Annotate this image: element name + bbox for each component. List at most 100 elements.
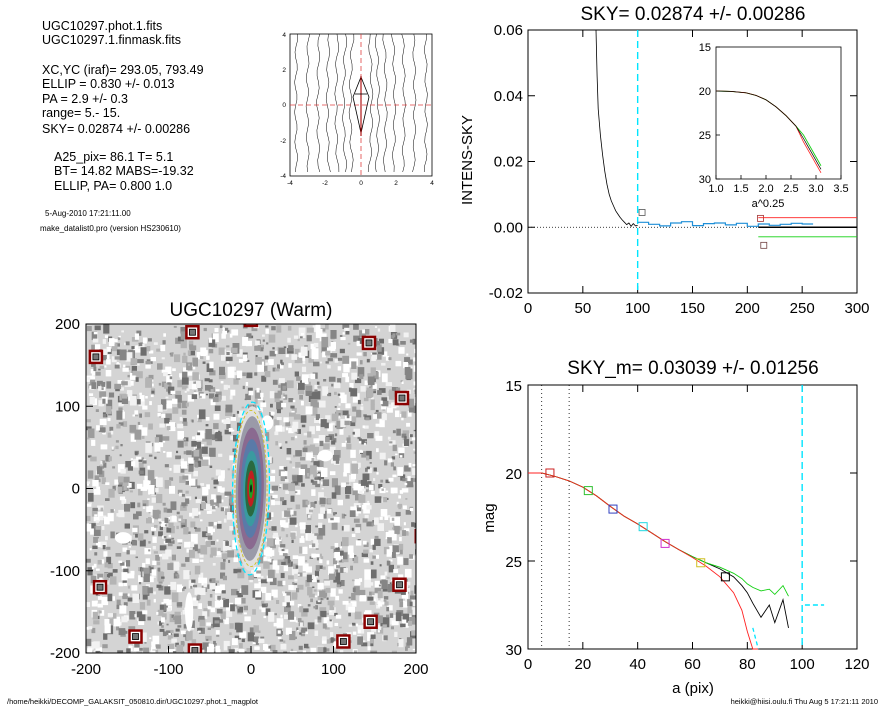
noise-pixel (109, 576, 117, 585)
noise-pixel (271, 499, 275, 506)
noise-pixel (351, 416, 357, 423)
noise-pixel (406, 637, 413, 646)
sky-marker (757, 214, 764, 222)
noise-pixel (186, 630, 193, 641)
noise-pixel (268, 645, 272, 649)
noise-pixel (138, 459, 143, 462)
noise-pixel (360, 479, 367, 486)
noise-pixel (183, 352, 186, 356)
noise-pixel (93, 620, 100, 625)
noise-pixel (364, 380, 368, 386)
noise-pixel (260, 575, 264, 579)
noise-pixel (91, 627, 96, 634)
noise-pixel (189, 512, 193, 517)
noise-pixel (345, 403, 351, 409)
noise-pixel (121, 395, 129, 404)
noise-pixel (310, 647, 317, 653)
noise-pixel (126, 560, 131, 567)
noise-pixel (180, 331, 188, 340)
noise-pixel (413, 357, 416, 362)
noise-pixel (202, 611, 208, 620)
noise-pixel (265, 603, 268, 607)
noise-pixel (214, 405, 221, 411)
noise-pixel (410, 366, 413, 370)
noise-pixel (161, 381, 166, 388)
noise-pixel (126, 390, 133, 397)
contour-ytick: 2 (282, 67, 286, 74)
noise-pixel (193, 584, 198, 588)
noise-pixel (222, 575, 227, 581)
noise-pixel (298, 352, 302, 356)
noise-pixel (91, 511, 99, 517)
noise-pixel (161, 617, 165, 623)
noise-pixel (265, 547, 273, 557)
noise-pixel (254, 390, 261, 399)
noise-pixel (229, 455, 235, 461)
noise-pixel (293, 414, 301, 420)
noise-pixel (311, 543, 316, 547)
sky-xtick-label: 50 (574, 300, 591, 317)
noise-pixel (183, 570, 190, 580)
noise-pixel (384, 571, 388, 576)
noise-pixel (355, 492, 362, 501)
noise-pixel (356, 623, 359, 627)
noise-pixel (290, 651, 297, 653)
noise-pixel (282, 393, 285, 395)
noise-pixel (214, 522, 217, 526)
noise-pixel (232, 429, 235, 432)
noise-pixel (388, 357, 392, 361)
noise-pixel (300, 633, 305, 637)
noise-pixel (97, 573, 104, 579)
noise-pixel (170, 390, 176, 394)
noise-pixel (219, 325, 223, 329)
noise-pixel (211, 494, 216, 499)
noise-pixel (158, 585, 164, 591)
noise-pixel (275, 569, 279, 574)
noise-pixel (366, 358, 370, 363)
inset-xlabel: a^0.25 (752, 198, 785, 210)
noise-pixel (282, 500, 287, 506)
mag-profile-chart: SKY_m= 0.03039 +/- 0.01256 mag a (pix) 0… (481, 358, 870, 697)
noise-pixel (142, 500, 149, 507)
noise-pixel (113, 618, 121, 627)
noise-pixel (129, 611, 136, 620)
noise-pixel (139, 582, 142, 585)
noise-pixel (295, 565, 299, 569)
noise-pixel (357, 539, 361, 542)
noise-pixel (215, 438, 218, 441)
noise-pixel (105, 370, 112, 377)
noise-pixel (131, 346, 135, 350)
noise-pixel (220, 562, 226, 570)
noise-pixel (397, 503, 403, 508)
noise-pixel (300, 535, 304, 540)
noise-pixel (413, 405, 416, 414)
noise-pixel (330, 588, 336, 597)
noise-pixel (100, 541, 107, 548)
noise-pixel (408, 462, 412, 468)
noise-pixel (299, 522, 306, 530)
noise-pixel (167, 543, 173, 547)
noise-pixel (399, 490, 404, 494)
noise-pixel (226, 546, 232, 551)
noise-pixel (193, 381, 197, 386)
contour-line (305, 33, 311, 173)
contour-ytick: -2 (280, 138, 286, 145)
noise-pixel (334, 450, 341, 458)
noise-pixel (276, 618, 284, 628)
noise-pixel (413, 389, 416, 393)
noise-pixel (412, 338, 416, 345)
noise-pixel (269, 391, 275, 399)
info-program: make_datalist0.pro (version HS230610) (40, 224, 181, 233)
noise-pixel (329, 619, 332, 622)
noise-pixel (264, 371, 271, 378)
noise-pixel (216, 495, 222, 504)
noise-pixel (327, 498, 332, 504)
noise-pixel (192, 600, 199, 607)
noise-pixel (286, 457, 291, 460)
noise-pixel (241, 597, 246, 604)
noise-pixel (193, 445, 197, 451)
mask-box-core (92, 353, 100, 361)
noise-pixel (383, 596, 389, 600)
noise-pixel (143, 480, 149, 489)
noise-pixel (129, 424, 137, 433)
